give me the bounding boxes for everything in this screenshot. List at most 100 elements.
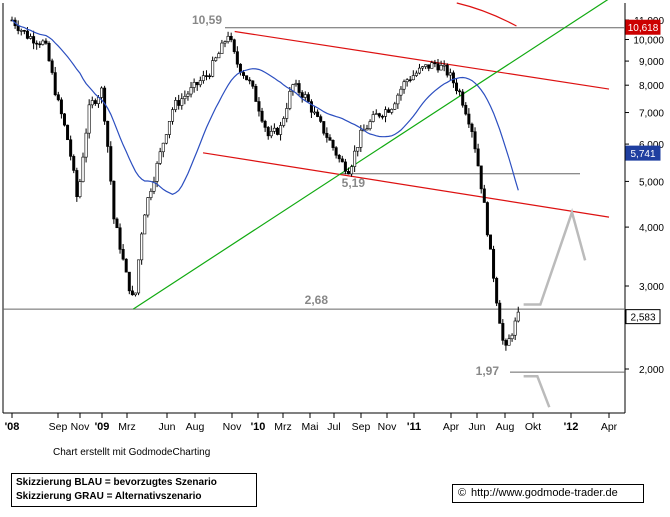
candle-body [47,42,51,62]
candle-body [306,94,310,102]
candle-body [198,80,202,86]
chart-credit: Chart erstellt mit GodmodeCharting [53,447,211,458]
x-tick-label: Sep [49,421,68,433]
candle-body [353,150,357,167]
candle-body [214,57,218,61]
candle-body [433,62,437,65]
legend-gray-scenario: Skizzierung GRAU = Alternativszenario [16,491,202,502]
y-tick-label: 7,000 [639,109,664,120]
candle-body [186,93,190,97]
candle-body [411,75,415,81]
candle-body [254,85,258,102]
candle-body [127,271,131,292]
level-annotation: 2,68 [305,293,329,307]
candle-body [121,249,125,260]
y-tick-label: 9,000 [639,57,664,68]
candle-body [464,104,468,115]
candle-body [516,311,520,322]
candle-body [368,121,372,129]
source-link[interactable]: © http://www.godmode-trader.de [452,484,644,503]
candle-body [337,154,341,160]
candle-body [204,75,208,77]
candle-body [78,181,82,197]
candle-body [223,41,227,44]
candle-body [387,109,391,113]
source-url[interactable]: http://www.godmode-trader.de [471,487,618,499]
candle-body [479,165,483,190]
candle-body [485,202,489,236]
candle-body [155,163,159,182]
candle-body [445,64,449,76]
candle-body [25,30,29,39]
candle-body [263,120,267,128]
candle-body [285,108,289,119]
candle-body [137,259,141,294]
candle-body [390,109,394,113]
candle-body [177,100,181,106]
candle-body [211,60,215,77]
candle-body [59,99,63,115]
candle-body [72,156,76,171]
x-tick-label: Nov [223,421,242,433]
candle-body [393,103,397,110]
x-tick-label: Jun [469,421,486,433]
x-tick-label: Nov [378,421,397,433]
x-tick-label: Mrz [118,421,136,433]
candle-body [146,197,150,216]
moving-average [11,19,519,195]
candle-body [408,79,412,82]
candle-body [232,39,236,52]
candle-body [38,43,42,46]
x-tick-label: '11 [407,421,421,433]
candle-body [325,132,329,138]
candle-body [29,36,33,39]
candle-body [488,234,492,250]
candle-body [405,79,409,83]
scenario-arrow-up [523,208,587,306]
x-tick-label: Jul [327,421,340,433]
candle-body [69,139,73,157]
candle-body [495,278,499,304]
candle-body [50,60,54,73]
x-tick-label: '08 [5,421,20,433]
candle-body [309,101,313,113]
candle-body [297,83,301,93]
candle-body [269,131,273,137]
current-price-tags: 10,618 5,741 2,583 [625,19,661,325]
candle-body [81,156,85,182]
candle-body [217,53,221,59]
candle-body [346,171,350,175]
candle-body [115,218,119,229]
candle-body [467,113,471,125]
candle-body [461,91,465,106]
x-tick-label: Aug [496,421,515,433]
candle-body [158,151,162,164]
candle-body [16,25,20,31]
candle-body [53,72,57,96]
candle-body [507,338,511,346]
candle-body [421,66,425,69]
candle-body [118,227,122,250]
candle-body [436,63,440,71]
candle-body [87,104,91,134]
legend-blue-scenario: Skizzierung BLAU = bevorzugtes Szenario [16,477,217,488]
channel-lower-line [202,152,610,218]
candle-body [513,320,517,336]
candle-body [226,35,230,42]
candle-body [365,128,369,131]
candle-body [303,94,307,98]
candle-body [130,290,134,296]
y-tick-label: 10,000 [633,36,664,47]
y-tick-label: 3,000 [639,282,664,293]
candle-body [260,110,264,122]
candle-body [319,116,323,122]
candle-body [334,147,338,156]
support-resistance-levels [3,27,625,373]
candle-body [100,87,104,98]
candle-body [164,134,168,144]
candle-body [294,83,298,85]
x-tick-label: Sep [352,421,371,433]
candle-body [109,146,113,182]
candle-body [427,64,431,69]
candle-body [313,111,317,114]
